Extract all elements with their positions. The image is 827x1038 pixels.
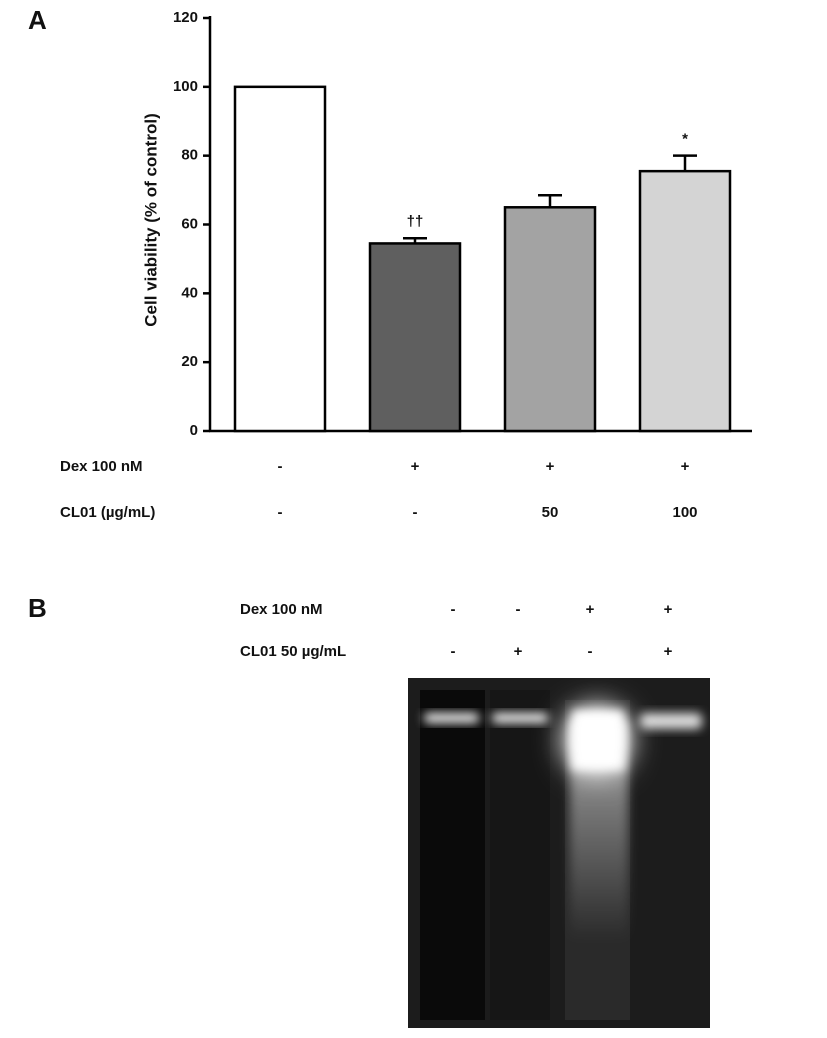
y-tick-label: 60 [181, 215, 198, 232]
gel-row-value: + [514, 643, 523, 660]
bar [503, 206, 597, 433]
annotation: * [682, 131, 688, 148]
annotation: †† [407, 213, 424, 230]
treatment-label: CL01 (µg/mL) [60, 504, 155, 521]
gel-row-value: + [586, 601, 595, 618]
treatment-label: Dex 100 nM [60, 458, 143, 475]
treatment-value: - [413, 504, 418, 521]
treatment-value: - [278, 504, 283, 521]
bar [638, 169, 732, 433]
treatment-value: 50 [542, 504, 559, 521]
treatment-value: 100 [672, 504, 697, 521]
gel-row-value: + [664, 601, 673, 618]
gel-row-value: - [451, 643, 456, 660]
gel-image [408, 678, 710, 1028]
gel-row-value: - [451, 601, 456, 618]
treatment-value: + [681, 458, 690, 475]
y-tick-label: 20 [181, 353, 198, 370]
y-tick-label: 100 [173, 78, 198, 95]
y-tick-label: 120 [173, 9, 198, 26]
gel-row-label: Dex 100 nM [240, 601, 323, 618]
panel-label: B [28, 593, 47, 623]
bar [368, 242, 462, 433]
y-axis-label: Cell viability (% of control) [141, 113, 160, 326]
gel-row-value: + [664, 643, 673, 660]
y-tick-label: 0 [190, 422, 198, 439]
treatment-value: - [278, 458, 283, 475]
panel-label: A [28, 5, 47, 35]
bar [233, 85, 327, 433]
treatment-value: + [411, 458, 420, 475]
treatment-value: + [546, 458, 555, 475]
gel-row-value: - [516, 601, 521, 618]
gel-row-label: CL01 50 µg/mL [240, 643, 346, 660]
gel-row-value: - [588, 643, 593, 660]
y-tick-label: 80 [181, 147, 198, 164]
y-tick-label: 40 [181, 284, 198, 301]
